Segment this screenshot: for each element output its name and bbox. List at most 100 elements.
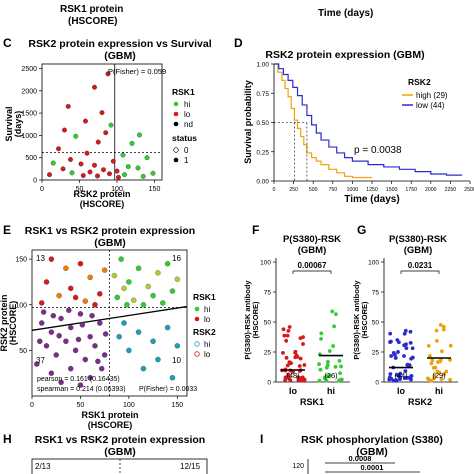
panel-c-point-7	[103, 130, 109, 136]
panel-g-point-1-1	[439, 349, 444, 354]
panel-c-legend-status0-swatch	[173, 147, 179, 153]
panel-g-point-0-35	[398, 376, 403, 380]
panel-e-point-8	[82, 298, 89, 304]
panel-c-point-21	[125, 164, 131, 170]
panel-e-point-49	[77, 382, 84, 388]
panel-g-point-0-6	[388, 372, 393, 376]
panel-c-point-18	[50, 160, 56, 166]
panel-f-cat-lo: lo	[289, 386, 298, 396]
panel-g-point-1-19	[430, 358, 435, 363]
panel-g-point-0-42	[404, 375, 408, 380]
panel-e-point-46	[87, 375, 93, 381]
panel-g-ytick-0: 0	[375, 380, 379, 387]
panel-e-point-37	[53, 352, 59, 358]
panel-i-pvalue-1: 0.0008	[349, 454, 372, 463]
panel-c-legend-nd: nd	[184, 120, 193, 129]
panel-c-title: RSK2 protein expression vs Survival	[28, 38, 211, 50]
panel-e-point-63	[164, 324, 171, 331]
panel-e-count-tr: 16	[172, 254, 181, 263]
panel-f-point-0-29	[302, 363, 307, 367]
panel-f-point-0-41	[281, 327, 286, 332]
panel-g-cat-lo: lo	[397, 386, 406, 396]
panel-e-point-56	[37, 338, 43, 344]
panel-c-point-24	[101, 167, 106, 173]
panel-e-point-10	[92, 302, 98, 308]
panel-f-ytick-2: 50	[264, 320, 272, 327]
panel-g-ytick-2: 50	[372, 320, 380, 327]
panel-e-pearson: pearson = 0.161 (0.16435)	[37, 376, 120, 383]
panel-g-ytick-3: 75	[372, 290, 380, 297]
panel-c-legend-status1-swatch	[173, 157, 179, 163]
panel-g-point-0-13	[396, 350, 400, 354]
panel-f-ytick-0: 0	[267, 380, 271, 387]
panel-g-ytick-4: 100	[368, 260, 379, 267]
panel-g-point-0-22	[408, 340, 413, 345]
panel-f-cat-hi: hi	[327, 386, 335, 396]
panel-e-point-1	[63, 265, 69, 271]
panel-c-point-35	[116, 174, 121, 180]
panel-e-point-24	[174, 276, 181, 282]
panel-f-point-1-23	[327, 349, 332, 353]
panel-c-point-8	[137, 132, 142, 138]
panel-e-point-48	[58, 379, 64, 386]
panel-e-count-bl: 37	[36, 356, 45, 365]
panel-e-point-15	[155, 270, 161, 276]
panel-g-point-1-9	[441, 327, 446, 332]
panel-e-point-30	[48, 329, 55, 335]
panel-e-point-4	[87, 274, 93, 281]
panel-e-point-50	[40, 309, 47, 315]
panel-d-xtick-0: 0	[273, 187, 276, 193]
panel-e-title: RSK1 vs RSK2 protein expression	[25, 225, 195, 237]
panel-c-point-29	[107, 171, 112, 177]
panel-g-point-0-18	[389, 354, 394, 358]
panel-g-point-1-20	[442, 372, 446, 377]
panel-e-point-41	[92, 343, 98, 349]
panel-g-point-0-41	[393, 352, 397, 357]
panel-h-title: RSK1 vs RSK2 protein expression	[35, 434, 205, 446]
panel-e-point-64	[126, 347, 132, 354]
panel-c-ytick-1: 500	[25, 155, 37, 162]
panel-c-point-10	[129, 140, 135, 146]
panel-i: I RSK phosphorylation (S380) (GBM) 120 0…	[260, 432, 443, 474]
panel-d-curve-1	[274, 63, 463, 176]
panel-e-legend-rsk1-lo: lo	[204, 315, 211, 324]
panel-c-yticks: 0 500 1000 1500 2000 2500	[21, 66, 42, 185]
panel-f-point-0-2	[282, 333, 287, 338]
panel-f-yticks: 0 25 50 75 100	[260, 260, 276, 387]
panel-g-point-1-6	[437, 370, 442, 375]
panel-e-yticks: 50 100 150	[15, 257, 32, 355]
panel-e-point-61	[135, 329, 142, 335]
panel-e-point-6	[56, 292, 62, 299]
panel-c-legend-status0: 0	[184, 146, 189, 155]
panel-f-point-1-10	[334, 312, 338, 316]
panel-f-point-1-12	[338, 371, 343, 376]
panel-e-legend-rsk1-hi-swatch	[194, 306, 200, 312]
panel-e-point-57	[95, 358, 101, 365]
panel-f-xlabel: RSK1	[300, 397, 324, 407]
panel-e-point-59	[50, 312, 57, 319]
panel-g-point-0-26	[404, 346, 409, 351]
panel-g-ylabel: P(S380)-RSK antibody	[352, 280, 361, 360]
panel-c-point-27	[69, 170, 75, 176]
panel-f-point-1-25	[339, 364, 343, 369]
panel-c-legend-hi-swatch	[173, 101, 179, 107]
panel-d-curves	[274, 63, 463, 181]
panel-g-point-0-38	[398, 371, 403, 376]
panel-e-point-58	[79, 322, 86, 328]
panel-f-point-0-38	[289, 361, 293, 366]
panel-c-xlabel: RSK2 protein	[73, 189, 130, 199]
panel-g-point-1-11	[438, 322, 443, 327]
panel-c-xlabel2: (HSCORE)	[80, 199, 125, 209]
panel-d-ytick-0: 0.00	[256, 179, 269, 186]
panel-g-point-1-0	[428, 354, 432, 358]
panel-g-point-0-1	[410, 346, 415, 351]
panel-c-legend-status-title: status	[172, 133, 197, 143]
panel-g-point-1-10	[448, 377, 452, 382]
panel-f-point-0-40	[284, 338, 289, 343]
panel-g-pvalue-bracket	[400, 270, 440, 274]
panel-e-ylabel: RSK2 protein	[0, 294, 9, 351]
panel-f-point-0-28	[293, 350, 298, 355]
panel-e-legend-rsk2-hi-swatch	[194, 341, 200, 347]
panel-e-point-34	[87, 333, 93, 340]
panel-e-legend-rsk2-lo: lo	[204, 350, 211, 359]
